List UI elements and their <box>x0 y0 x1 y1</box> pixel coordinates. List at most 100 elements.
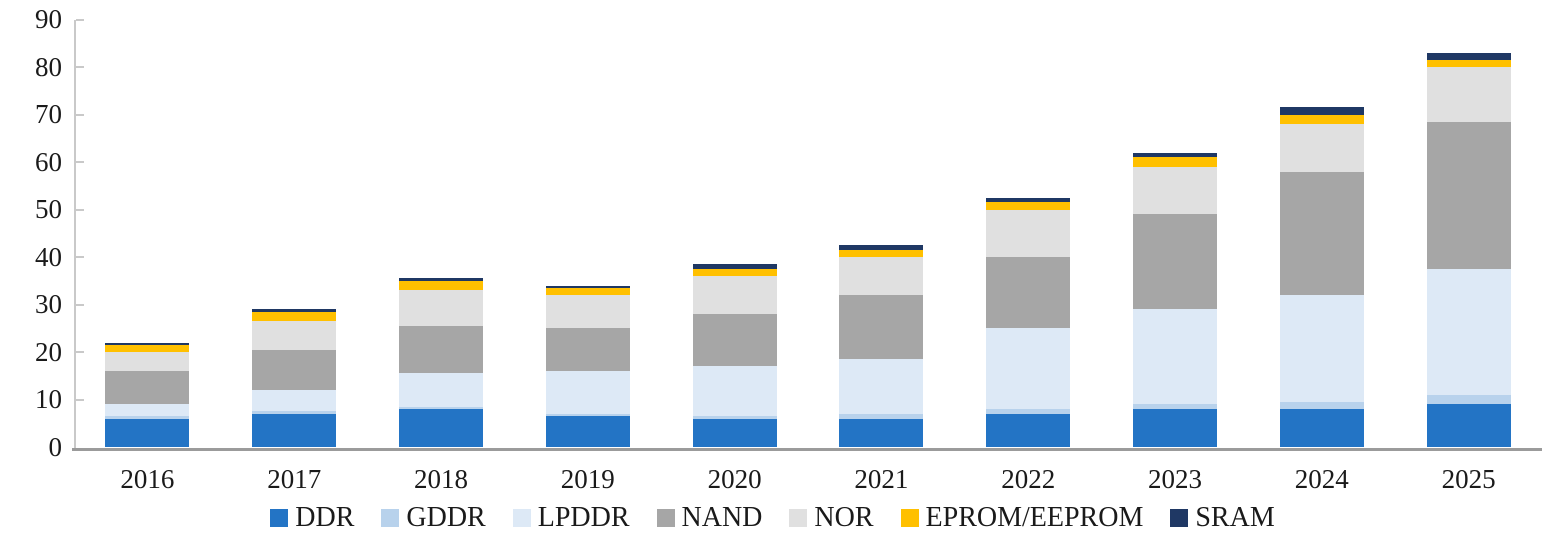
bar-segment-2018-lpddr <box>399 373 483 407</box>
bar-segment-2022-ddr <box>986 413 1071 447</box>
legend-item-nor: NOR <box>789 502 874 533</box>
y-axis-tick <box>76 398 84 401</box>
bar-segment-2017-lpddr <box>252 390 337 412</box>
x-axis-category-label: 2019 <box>560 464 615 494</box>
bar-segment-2025-eprom-eeprom <box>1426 59 1511 67</box>
x-axis-line <box>72 448 1542 451</box>
y-axis-tick <box>76 161 84 163</box>
bar-segment-2023-eprom-eeprom <box>1133 157 1217 167</box>
y-axis-tick-label: 60 <box>35 146 62 177</box>
legend-label: DDR <box>295 502 355 533</box>
legend-item-nand: NAND <box>656 502 763 533</box>
legend-swatch-icon <box>512 509 531 527</box>
bar-segment-2017-ddr <box>252 413 337 447</box>
bar-segment-2023-nor <box>1133 166 1217 215</box>
bar-segment-2019-nand <box>545 328 630 371</box>
bar-segment-2016-sram <box>105 342 190 345</box>
bar-segment-2017-nand <box>252 349 337 390</box>
legend-swatch-icon <box>789 509 808 527</box>
bar-segment-2020-ddr <box>692 418 777 447</box>
legend-label: GDDR <box>406 502 486 533</box>
bar-segment-2020-eprom-eeprom <box>692 268 777 276</box>
y-axis-tick <box>76 351 84 353</box>
x-axis-category-label: 2023 <box>1147 464 1202 494</box>
bar-segment-2016-nor <box>105 352 190 371</box>
bar-segment-2020-gddr <box>692 416 777 419</box>
bar-segment-2019-lpddr <box>545 371 630 414</box>
bar-segment-2023-ddr <box>1133 409 1217 447</box>
bar-segment-2018-ddr <box>399 409 483 447</box>
bar-segment-2017-nor <box>252 321 337 350</box>
legend-item-lpddr: LPDDR <box>512 502 630 533</box>
x-axis-category-label: 2020 <box>707 464 762 494</box>
y-axis-tick-label: 20 <box>35 336 62 367</box>
x-axis-category-label: 2022 <box>1001 464 1056 494</box>
bar-segment-2025-ddr <box>1426 404 1511 447</box>
bar-segment-2025-lpddr <box>1426 268 1511 395</box>
bar-segment-2021-lpddr <box>839 359 924 414</box>
bar-segment-2025-gddr <box>1426 394 1511 405</box>
bar-segment-2016-eprom-eeprom <box>105 344 190 352</box>
bar-segment-2016-ddr <box>105 418 190 447</box>
x-axis-category-label: 2021 <box>854 464 909 494</box>
legend-label: LPDDR <box>537 502 630 533</box>
bar-segment-2023-gddr <box>1133 404 1217 409</box>
legend-swatch-icon <box>656 509 675 527</box>
bar-segment-2020-nand <box>692 314 777 367</box>
bar-segment-2024-eprom-eeprom <box>1279 114 1364 124</box>
y-axis-tick <box>76 208 84 211</box>
legend-item-sram: SRAM <box>1170 502 1275 533</box>
y-axis-tick-label: 30 <box>35 289 62 319</box>
y-axis-tick <box>76 18 84 21</box>
y-axis-tick-label: 10 <box>35 384 62 414</box>
x-axis-category-label: 2017 <box>267 464 322 494</box>
bar-segment-2016-gddr <box>105 416 190 419</box>
bar-segment-2019-ddr <box>545 416 630 447</box>
bar-segment-2021-eprom-eeprom <box>839 249 924 257</box>
y-axis-line <box>74 19 76 450</box>
bar-segment-2020-nor <box>692 276 777 314</box>
bar-segment-2018-nor <box>399 290 483 326</box>
x-axis-category-label: 2024 <box>1294 464 1349 494</box>
chart-legend: DDR GDDR LPDDR NAND NOR EPROM/EEPROM SRAM <box>0 503 1545 533</box>
bar-segment-2025-sram <box>1426 52 1511 60</box>
bar-segment-2024-nor <box>1279 124 1364 172</box>
y-axis-tick-label: 0 <box>48 431 63 462</box>
y-axis-tick-label: 50 <box>35 194 62 224</box>
bar-segment-2023-sram <box>1133 152 1217 158</box>
bar-segment-2025-nor <box>1426 67 1511 122</box>
bar-segment-2024-nand <box>1279 171 1364 295</box>
x-axis-category-label: 2018 <box>413 464 468 494</box>
legend-label: SRAM <box>1195 502 1275 533</box>
legend-label: EPROM/EEPROM <box>925 502 1144 533</box>
y-axis-tick-label: 90 <box>35 4 62 34</box>
bar-segment-2017-sram <box>252 309 337 312</box>
x-axis-category-label: 2016 <box>120 464 175 494</box>
legend-label: NAND <box>681 502 763 533</box>
legend-swatch-icon <box>270 509 289 527</box>
bar-segment-2019-eprom-eeprom <box>545 287 630 295</box>
bar-segment-2021-nand <box>839 295 924 360</box>
bar-segment-2025-nand <box>1426 121 1511 269</box>
y-axis-tick-label: 40 <box>35 241 62 272</box>
y-axis-tick <box>76 256 84 258</box>
bar-segment-2023-lpddr <box>1133 309 1217 405</box>
legend-swatch-icon <box>381 509 400 527</box>
y-axis-tick <box>76 66 84 68</box>
bar-segment-2017-eprom-eeprom <box>252 311 337 322</box>
bar-segment-2016-nand <box>105 371 190 405</box>
bar-segment-2024-lpddr <box>1279 295 1364 402</box>
legend-label: NOR <box>814 502 874 533</box>
bar-segment-2023-nand <box>1133 214 1217 310</box>
bar-segment-2018-gddr <box>399 406 483 409</box>
bar-segment-2022-sram <box>986 197 1071 203</box>
legend-item-eprom-eeprom: EPROM/EEPROM <box>900 502 1144 533</box>
y-axis-tick-label: 80 <box>35 51 62 82</box>
bar-segment-2021-sram <box>839 245 924 250</box>
bar-segment-2021-ddr <box>839 418 924 447</box>
x-axis-category-label: 2025 <box>1441 464 1496 494</box>
bar-segment-2019-sram <box>545 285 630 288</box>
bar-segment-2016-lpddr <box>105 404 190 417</box>
bar-segment-2018-eprom-eeprom <box>399 280 483 291</box>
